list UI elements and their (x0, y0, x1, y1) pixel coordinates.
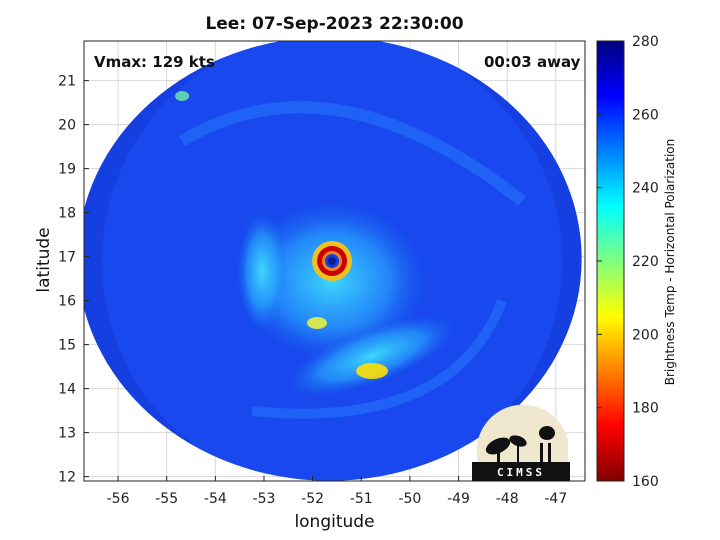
time-away-label: 00:03 away (484, 53, 581, 71)
x-tick-label: -47 (544, 491, 567, 507)
colorbar-tick-label: 220 (632, 254, 659, 270)
colorbar-tick-label: 280 (632, 34, 659, 50)
colorbar-tick-label: 260 (632, 107, 659, 123)
colorbar-tick-label: 240 (632, 181, 659, 197)
cold-cloud-patch (356, 363, 389, 379)
y-tick-label: 15 (58, 338, 76, 354)
x-axis-ticks: -56 -55 -54 -53 -52 -51 -50 -49 -48 -47 (107, 476, 567, 507)
cold-cloud-patch (307, 317, 328, 329)
x-tick-label: -54 (204, 491, 227, 507)
y-tick-label: 20 (58, 118, 76, 134)
colorbar-tick-label: 180 (632, 401, 659, 417)
outer-band (84, 41, 582, 481)
cimss-logo: CIMSS (472, 404, 570, 481)
vmax-label: Vmax: 129 kts (94, 53, 215, 71)
y-tick-label: 19 (58, 162, 76, 178)
y-tick-label: 18 (58, 206, 76, 222)
colorbar: 160 180 200 220 240 260 280 (596, 34, 659, 490)
brightness-temp-swath (84, 41, 582, 481)
x-tick-label: -55 (155, 491, 178, 507)
y-axis-ticks: 12 13 14 15 16 17 18 19 20 21 (58, 74, 89, 486)
colorbar-tick-label: 160 (632, 474, 659, 490)
y-tick-label: 17 (58, 250, 76, 266)
y-tick-label: 21 (58, 74, 76, 90)
x-tick-label: -51 (350, 491, 373, 507)
colorbar-tick-label: 200 (632, 327, 659, 343)
cold-cloud-patch (175, 91, 190, 101)
x-tick-label: -52 (301, 491, 324, 507)
eye-center (328, 257, 337, 265)
y-tick-label: 13 (58, 426, 76, 442)
cimss-logo-text: CIMSS (497, 466, 545, 479)
spiral-band (237, 211, 288, 331)
x-tick-label: -50 (398, 491, 421, 507)
x-tick-label: -49 (447, 491, 470, 507)
y-axis-label: latitude (34, 227, 54, 293)
rain-band (178, 101, 526, 206)
spiral-band (286, 315, 458, 397)
x-tick-label: -48 (496, 491, 519, 507)
y-tick-label: 12 (58, 470, 76, 486)
x-tick-label: -56 (107, 491, 130, 507)
x-axis-label: longitude (294, 512, 375, 532)
rain-band (251, 299, 507, 419)
axes-frame (83, 40, 586, 482)
y-tick-label: 16 (58, 294, 76, 310)
colorbar-label: Brightness Temp - Horizontal Polarizatio… (663, 138, 677, 386)
y-tick-label: 14 (58, 382, 76, 398)
storm-features (84, 41, 582, 481)
x-tick-label: -53 (253, 491, 276, 507)
plot-title: Lee: 07-Sep-2023 22:30:00 (205, 14, 464, 34)
colorbar-ticks: 160 180 200 220 240 260 280 (597, 34, 659, 490)
axes-area: -56 -55 -54 -53 -52 -51 -50 -49 -48 -47 121314151… (58, 40, 586, 507)
